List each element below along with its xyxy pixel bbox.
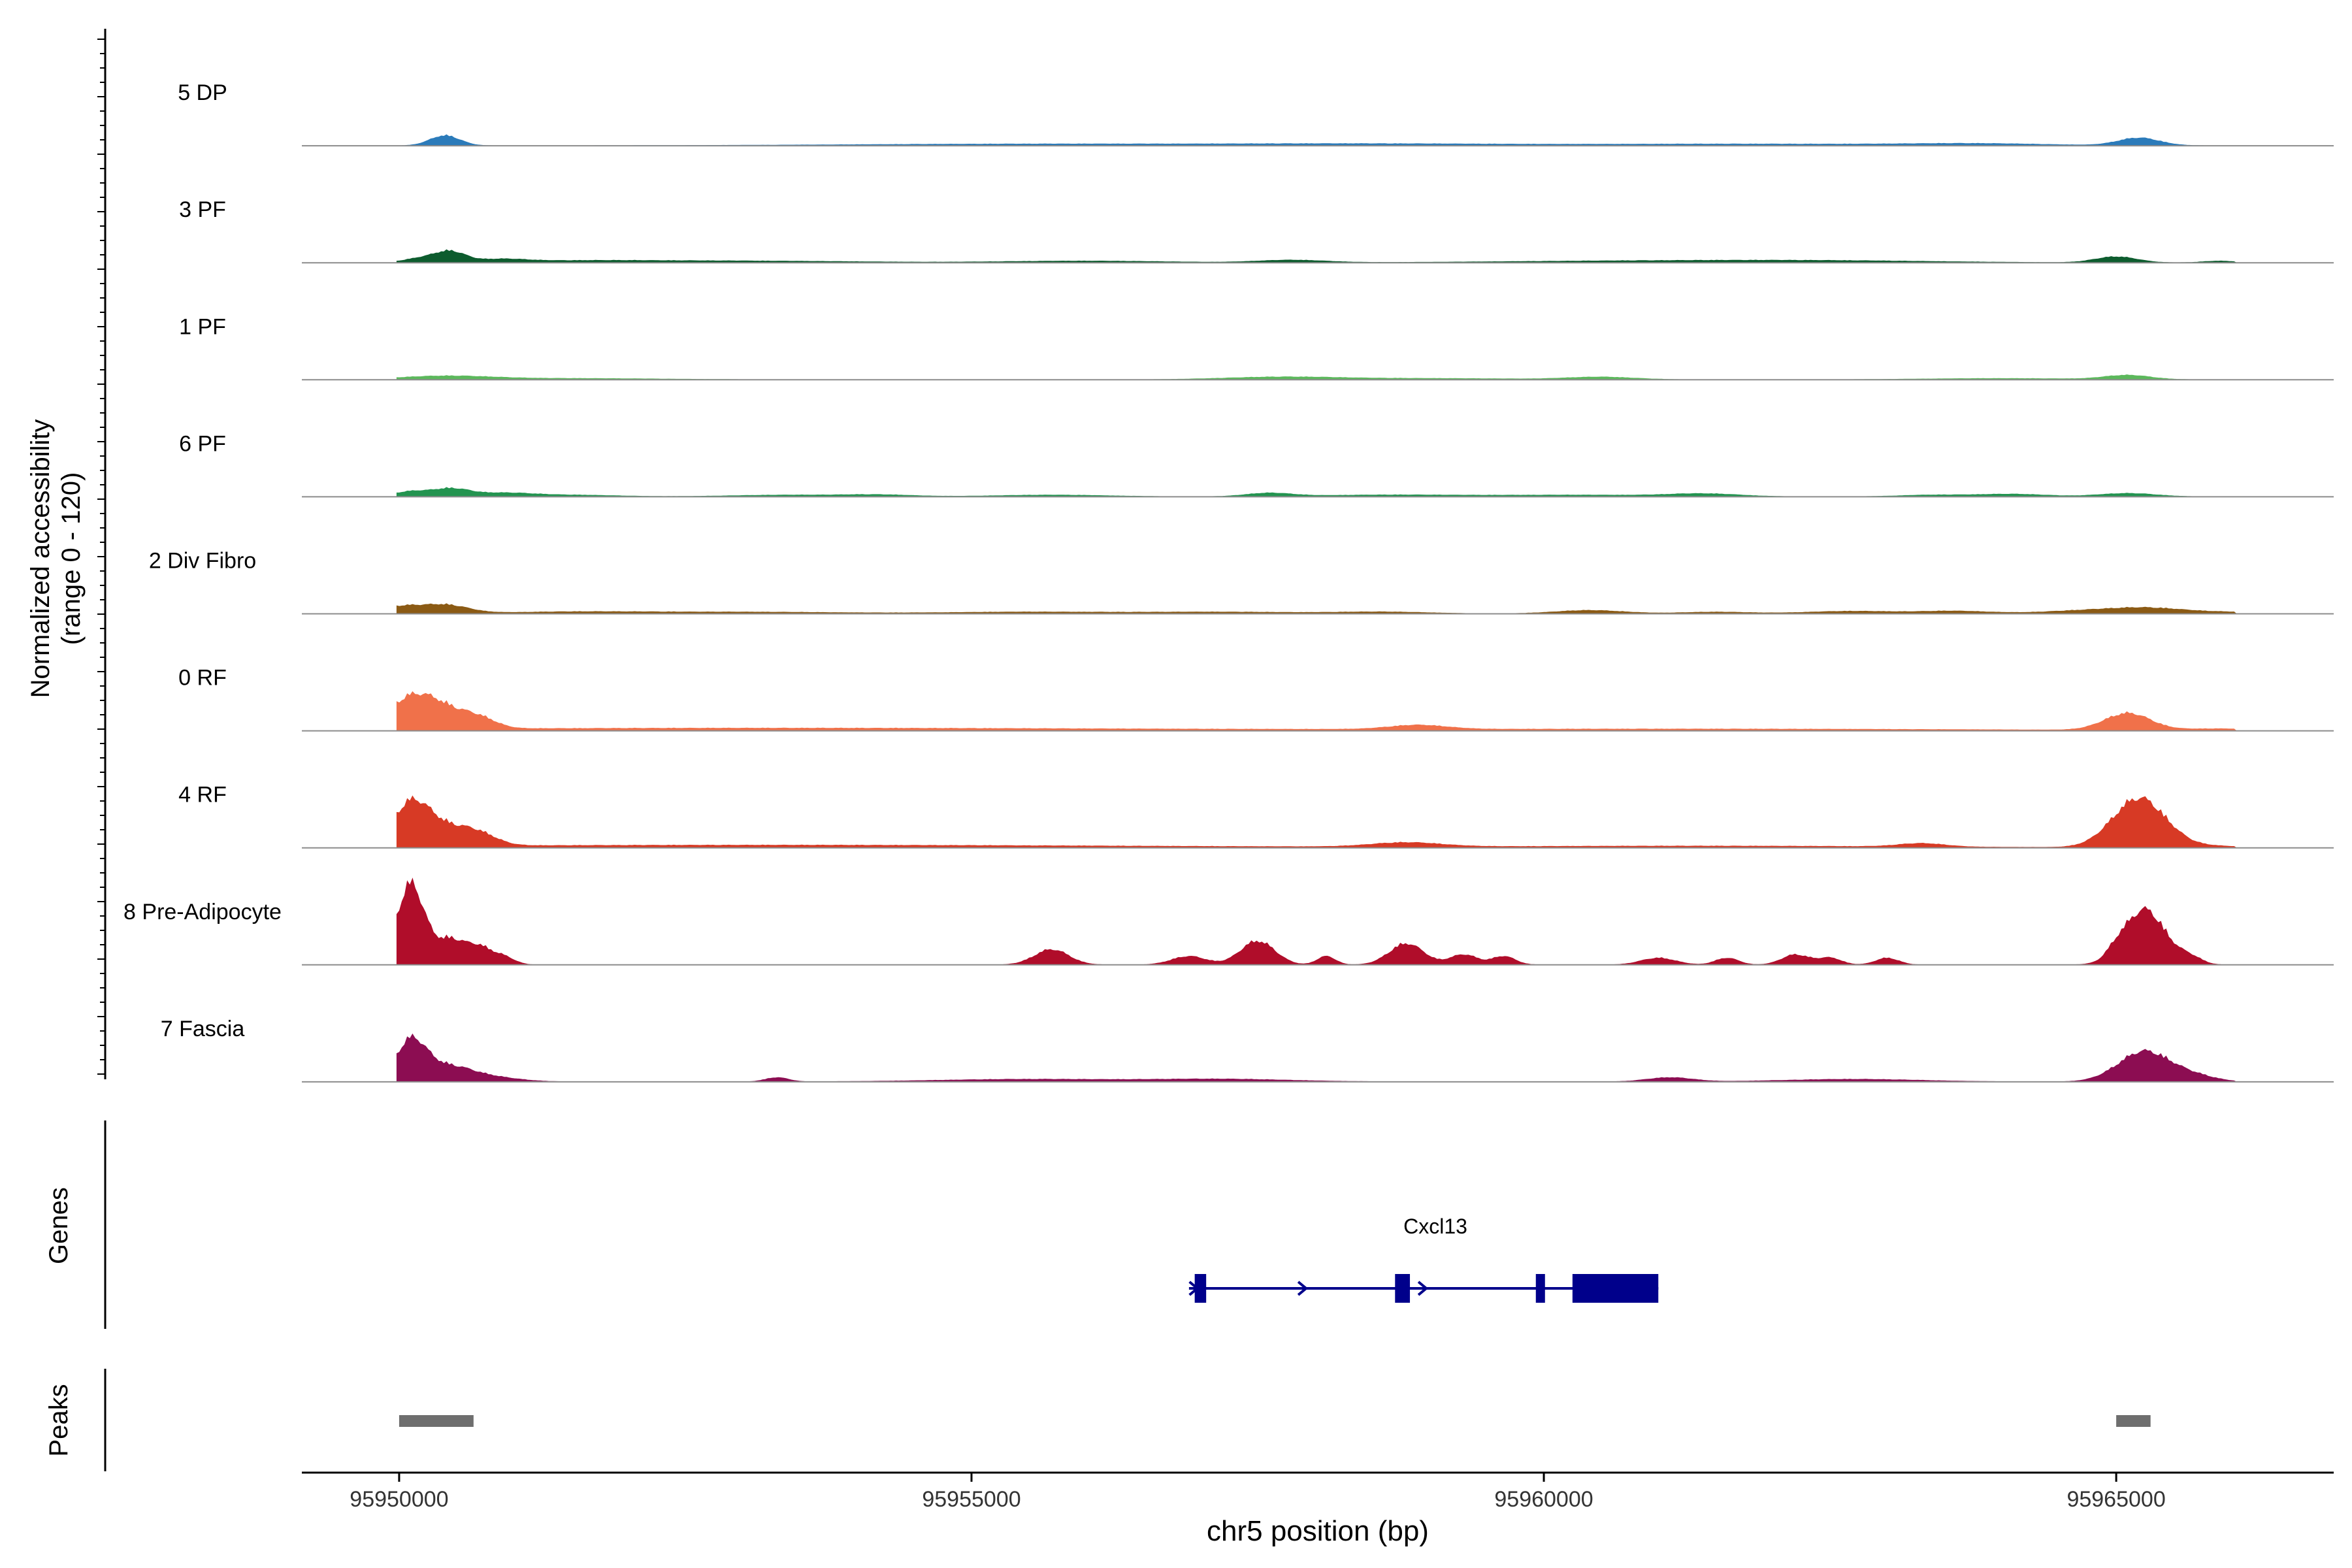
track-label-8-pre-adipocyte: 8 Pre-Adipocyte: [123, 900, 282, 924]
gene-exon: [1194, 1274, 1207, 1303]
track-label-1-pf: 1 PF: [179, 314, 226, 339]
coverage-area-2-div-fibro: [396, 603, 2238, 614]
genes-track-label: Genes: [44, 1187, 73, 1264]
track-6-pf: 6 PF: [179, 431, 2334, 498]
x-axis-tick-label: 95950000: [350, 1487, 448, 1512]
track-label-4-rf: 4 RF: [178, 783, 227, 808]
track-label-2-div-fibro: 2 Div Fibro: [149, 549, 256, 574]
track-label-7-fascia: 7 Fascia: [161, 1017, 245, 1041]
track-0-rf: 0 RF: [178, 666, 2334, 732]
track-2-div-fibro: 2 Div Fibro: [149, 549, 2334, 615]
strand-arrow-icon: [1417, 1281, 1429, 1296]
track-1-pf: 1 PF: [179, 314, 2334, 381]
track-label-6-pf: 6 PF: [179, 431, 226, 456]
x-axis-tick-label: 95965000: [2066, 1487, 2165, 1512]
gene-label-cxcl13: Cxcl13: [1403, 1215, 1467, 1238]
track-7-fascia: 7 Fascia: [161, 1017, 2334, 1083]
coverage-area-3-pf: [396, 249, 2237, 263]
y-axis-label-line1: Normalized accessibility: [26, 419, 55, 698]
coverage-y-ticks: [97, 39, 105, 1075]
gene-exon: [1535, 1274, 1545, 1303]
peak-region: [2116, 1415, 2151, 1427]
x-axis-ticks: 95950000 95955000 95960000 95965000: [350, 1473, 2166, 1512]
track-5-dp: 5 DP: [178, 80, 2334, 147]
track-label-3-pf: 3 PF: [179, 197, 226, 222]
coverage-area-0-rf: [396, 691, 2238, 732]
coverage-area-4-rf: [396, 795, 2238, 849]
peak-region: [399, 1415, 474, 1427]
peaks-track-label: Peaks: [44, 1384, 73, 1456]
strand-arrow-icon: [1297, 1281, 1309, 1296]
y-axis-label-line2: (range 0 - 120): [57, 472, 86, 645]
x-axis-tick-label: 95960000: [1494, 1487, 1593, 1512]
track-label-0-rf: 0 RF: [178, 666, 227, 691]
x-axis-label: chr5 position (bp): [1207, 1515, 1429, 1547]
genes-track: Cxcl13: [1188, 1215, 1659, 1303]
track-8-pre-adipocyte: 8 Pre-Adipocyte: [123, 877, 2334, 966]
track-3-pf: 3 PF: [179, 197, 2334, 264]
gene-exon: [1395, 1274, 1411, 1303]
x-axis-tick-label: 95955000: [922, 1487, 1021, 1512]
strand-arrow-icon: [1188, 1281, 1200, 1296]
gene-exon: [1572, 1274, 1659, 1303]
coverage-tracks: 5 DP 3 PF 1 PF 6 PF 2 Div Fibro 0 RF 4 RF 8 Pre…: [123, 80, 2334, 1083]
track-4-rf: 4 RF: [178, 783, 2334, 849]
peaks-track: [399, 1415, 2151, 1427]
track-label-5-dp: 5 DP: [178, 80, 227, 105]
